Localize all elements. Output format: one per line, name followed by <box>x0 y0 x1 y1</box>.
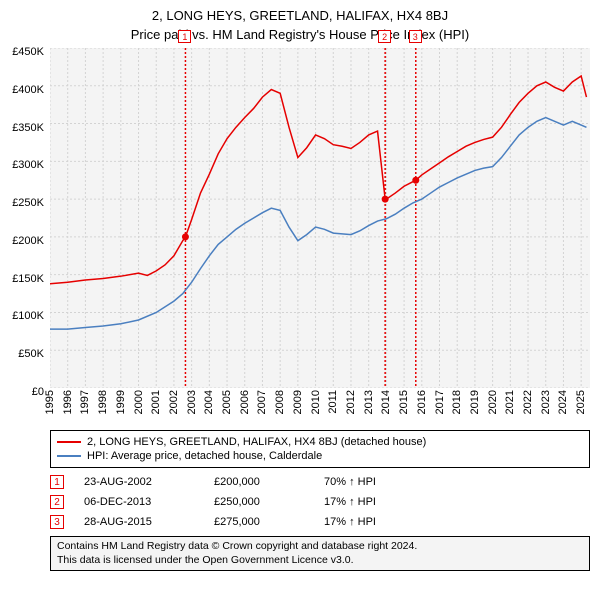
legend-item: 2, LONG HEYS, GREETLAND, HALIFAX, HX4 8B… <box>57 435 583 449</box>
x-tick-label: 2000 <box>133 390 145 414</box>
attribution-line2: This data is licensed under the Open Gov… <box>57 554 583 568</box>
chart-marker-badge-1: 1 <box>178 30 191 43</box>
chart-plot-area: 123 <box>50 48 590 388</box>
x-tick-label: 2011 <box>327 390 339 414</box>
y-tick-label: £50K <box>18 348 44 360</box>
y-tick-label: £300K <box>12 159 44 171</box>
y-tick-label: £0 <box>32 386 44 398</box>
x-tick-label: 2017 <box>434 390 446 414</box>
x-tick-label: 2007 <box>256 390 268 414</box>
marker-row: 1 23-AUG-2002 £200,000 70% ↑ HPI <box>50 472 590 492</box>
x-tick-label: 2014 <box>380 390 392 414</box>
marker-delta: 70% ↑ HPI <box>324 476 376 488</box>
marker-date: 28-AUG-2015 <box>84 516 194 528</box>
x-tick-label: 2004 <box>203 390 215 414</box>
x-tick-label: 1996 <box>62 390 74 414</box>
attribution-box: Contains HM Land Registry data © Crown c… <box>50 536 590 571</box>
marker-table: 1 23-AUG-2002 £200,000 70% ↑ HPI 2 06-DE… <box>50 472 590 532</box>
x-tick-label: 2021 <box>504 390 516 414</box>
legend-item: HPI: Average price, detached house, Cald… <box>57 449 583 463</box>
legend-swatch <box>57 455 81 457</box>
legend: 2, LONG HEYS, GREETLAND, HALIFAX, HX4 8B… <box>50 430 590 468</box>
x-tick-label: 2016 <box>416 390 428 414</box>
x-tick-label: 2025 <box>575 390 587 414</box>
x-tick-label: 2012 <box>345 390 357 414</box>
marker-delta: 17% ↑ HPI <box>324 516 376 528</box>
y-tick-label: £250K <box>12 197 44 209</box>
marker-row: 2 06-DEC-2013 £250,000 17% ↑ HPI <box>50 492 590 512</box>
marker-price: £200,000 <box>214 476 304 488</box>
chart-subtitle: Price paid vs. HM Land Registry's House … <box>0 23 600 48</box>
legend-swatch <box>57 441 81 443</box>
marker-row: 3 28-AUG-2015 £275,000 17% ↑ HPI <box>50 512 590 532</box>
x-tick-label: 2015 <box>398 390 410 414</box>
x-tick-label: 2003 <box>186 390 198 414</box>
legend-label: HPI: Average price, detached house, Cald… <box>87 450 322 462</box>
x-tick-label: 2010 <box>310 390 322 414</box>
x-tick-label: 1999 <box>115 390 127 414</box>
y-tick-label: £400K <box>12 84 44 96</box>
x-tick-label: 2005 <box>221 390 233 414</box>
x-tick-label: 2001 <box>150 390 162 414</box>
marker-badge: 1 <box>50 475 64 489</box>
x-tick-label: 2022 <box>522 390 534 414</box>
x-tick-label: 2013 <box>363 390 375 414</box>
marker-badge: 3 <box>50 515 64 529</box>
x-tick-label: 2024 <box>557 390 569 414</box>
y-tick-label: £100K <box>12 310 44 322</box>
x-tick-label: 2019 <box>469 390 481 414</box>
x-tick-label: 2018 <box>451 390 463 414</box>
marker-date: 23-AUG-2002 <box>84 476 194 488</box>
marker-badge: 2 <box>50 495 64 509</box>
x-tick-label: 2002 <box>168 390 180 414</box>
marker-date: 06-DEC-2013 <box>84 496 194 508</box>
x-tick-label: 2020 <box>487 390 499 414</box>
legend-label: 2, LONG HEYS, GREETLAND, HALIFAX, HX4 8B… <box>87 436 426 448</box>
chart-marker-badge-2: 2 <box>378 30 391 43</box>
attribution-line1: Contains HM Land Registry data © Crown c… <box>57 540 583 554</box>
x-tick-label: 1998 <box>97 390 109 414</box>
y-tick-label: £350K <box>12 122 44 134</box>
chart-svg <box>50 48 590 388</box>
y-tick-label: £150K <box>12 273 44 285</box>
marker-price: £275,000 <box>214 516 304 528</box>
chart-title: 2, LONG HEYS, GREETLAND, HALIFAX, HX4 8B… <box>0 0 600 23</box>
y-axis-labels: £0£50K£100K£150K£200K£250K£300K£350K£400… <box>0 52 48 392</box>
x-axis-labels: 1995199619971998199920002001200220032004… <box>50 388 590 426</box>
marker-delta: 17% ↑ HPI <box>324 496 376 508</box>
chart-container: 2, LONG HEYS, GREETLAND, HALIFAX, HX4 8B… <box>0 0 600 590</box>
y-tick-label: £200K <box>12 235 44 247</box>
y-tick-label: £450K <box>12 46 44 58</box>
x-tick-label: 1997 <box>79 390 91 414</box>
x-tick-label: 2006 <box>239 390 251 414</box>
marker-price: £250,000 <box>214 496 304 508</box>
chart-marker-badge-3: 3 <box>409 30 422 43</box>
x-tick-label: 2023 <box>540 390 552 414</box>
x-tick-label: 2008 <box>274 390 286 414</box>
x-tick-label: 2009 <box>292 390 304 414</box>
x-tick-label: 1995 <box>44 390 56 414</box>
